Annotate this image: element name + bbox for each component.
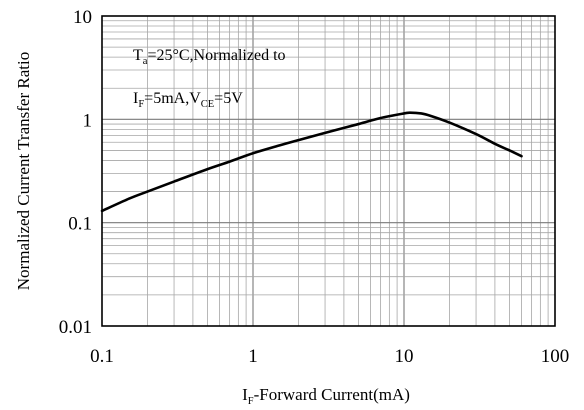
annotation-vce-subscript: CE xyxy=(201,99,214,110)
x-tick-label: 0.1 xyxy=(90,346,114,367)
y-axis-title: Normalized Current Transfer Ratio xyxy=(14,52,33,290)
x-axis-title-text: -Forward Current(mA) xyxy=(254,385,410,404)
annotation-if-subscript: F xyxy=(138,99,144,110)
x-tick-label: 1 xyxy=(248,346,258,367)
annotation-if-symbol: I xyxy=(133,90,138,107)
x-axis-title-subscript: F xyxy=(248,396,254,407)
annotation-line-1: Ta=25°C,Normalized to xyxy=(133,47,286,67)
x-tick-label: 100 xyxy=(541,346,570,367)
annotation-line-2: IF=5mA,VCE=5V xyxy=(133,90,243,110)
x-axis-title: IF-Forward Current(mA) xyxy=(242,385,410,407)
annotation-vce-text: =5V xyxy=(214,90,243,107)
y-tick-label: 1 xyxy=(83,110,93,131)
y-tick-label: 0.1 xyxy=(68,214,92,235)
annotation-ta-text: =25°C,Normalized to xyxy=(147,47,285,64)
tick-labels: 0.1 1 10 100 0.01 0.1 1 10 xyxy=(59,7,570,367)
grid-lines xyxy=(102,16,555,326)
ctr-curve xyxy=(100,111,523,213)
y-tick-label: 0.01 xyxy=(59,317,92,338)
y-tick-label: 10 xyxy=(73,7,92,28)
x-tick-label: 10 xyxy=(395,346,414,367)
annotation-ta-symbol: T xyxy=(133,47,143,64)
x-axis-title-symbol: I xyxy=(242,385,248,404)
plot-frame xyxy=(101,15,556,327)
annotation-ta-subscript: a xyxy=(143,56,148,67)
annotation-if-text: =5mA,V xyxy=(144,90,201,107)
